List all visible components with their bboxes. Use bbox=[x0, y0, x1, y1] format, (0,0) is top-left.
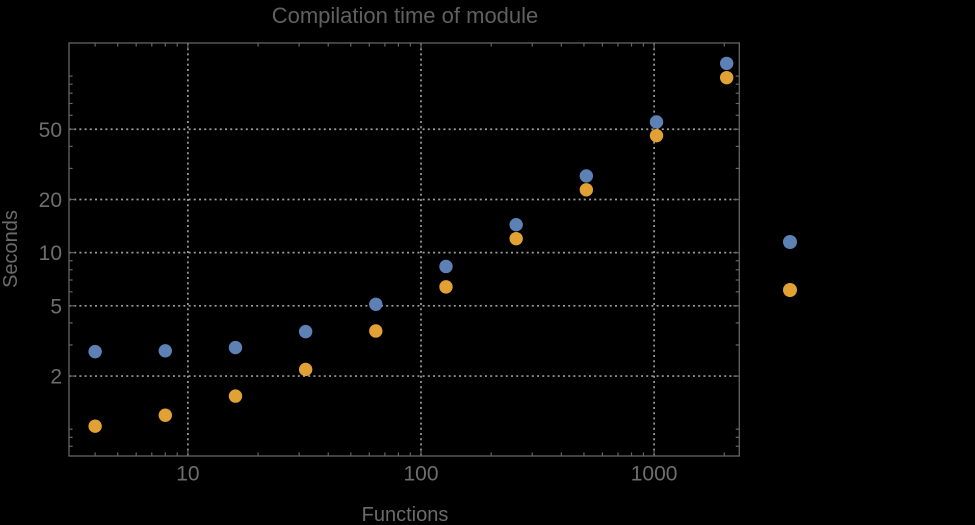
y-tick-label: 20 bbox=[39, 189, 62, 212]
y-axis-label: Seconds bbox=[0, 210, 22, 288]
legend-marker-blue bbox=[783, 235, 797, 249]
data-point-blue-x32 bbox=[298, 324, 313, 339]
data-point-orange-x64 bbox=[369, 324, 383, 338]
x-tick-label: 10 bbox=[176, 463, 199, 486]
data-point-orange-x512 bbox=[579, 183, 594, 197]
data-points bbox=[88, 56, 734, 433]
tick-labels: 10 100 1000 2 5 10 20 50 bbox=[39, 119, 678, 486]
y-tick-label: 50 bbox=[39, 119, 62, 142]
data-point-orange-x16 bbox=[228, 389, 243, 403]
legend-marker-orange bbox=[783, 283, 797, 297]
gridlines bbox=[69, 43, 740, 456]
data-point-orange-x4 bbox=[88, 419, 102, 433]
tick-marks bbox=[69, 43, 740, 456]
data-point-blue-x8 bbox=[158, 344, 173, 358]
chart-title: Compilation time of module bbox=[272, 3, 539, 28]
data-point-blue-x64 bbox=[369, 297, 383, 311]
data-point-blue-x1024 bbox=[649, 115, 664, 129]
data-point-orange-x32 bbox=[298, 362, 313, 377]
data-point-blue-x2048 bbox=[719, 56, 734, 71]
x-tick-label: 1000 bbox=[631, 463, 678, 486]
plot-frame bbox=[68, 42, 740, 457]
y-tick-label: 2 bbox=[50, 366, 62, 389]
data-point-orange-x128 bbox=[439, 280, 453, 294]
legend bbox=[783, 235, 797, 297]
data-point-blue-x128 bbox=[439, 259, 453, 274]
data-point-orange-x2048 bbox=[719, 70, 734, 85]
data-point-orange-x256 bbox=[509, 231, 523, 246]
data-point-blue-x4 bbox=[88, 344, 102, 359]
data-point-blue-x256 bbox=[509, 217, 523, 232]
x-axis-label: Functions bbox=[362, 504, 449, 525]
data-point-orange-x1024 bbox=[649, 128, 664, 143]
x-tick-label: 100 bbox=[403, 463, 438, 486]
data-point-blue-x512 bbox=[579, 169, 594, 183]
data-point-blue-x16 bbox=[228, 340, 243, 355]
y-tick-label: 10 bbox=[39, 242, 62, 265]
data-point-orange-x8 bbox=[158, 408, 173, 422]
y-tick-label: 5 bbox=[50, 295, 62, 318]
